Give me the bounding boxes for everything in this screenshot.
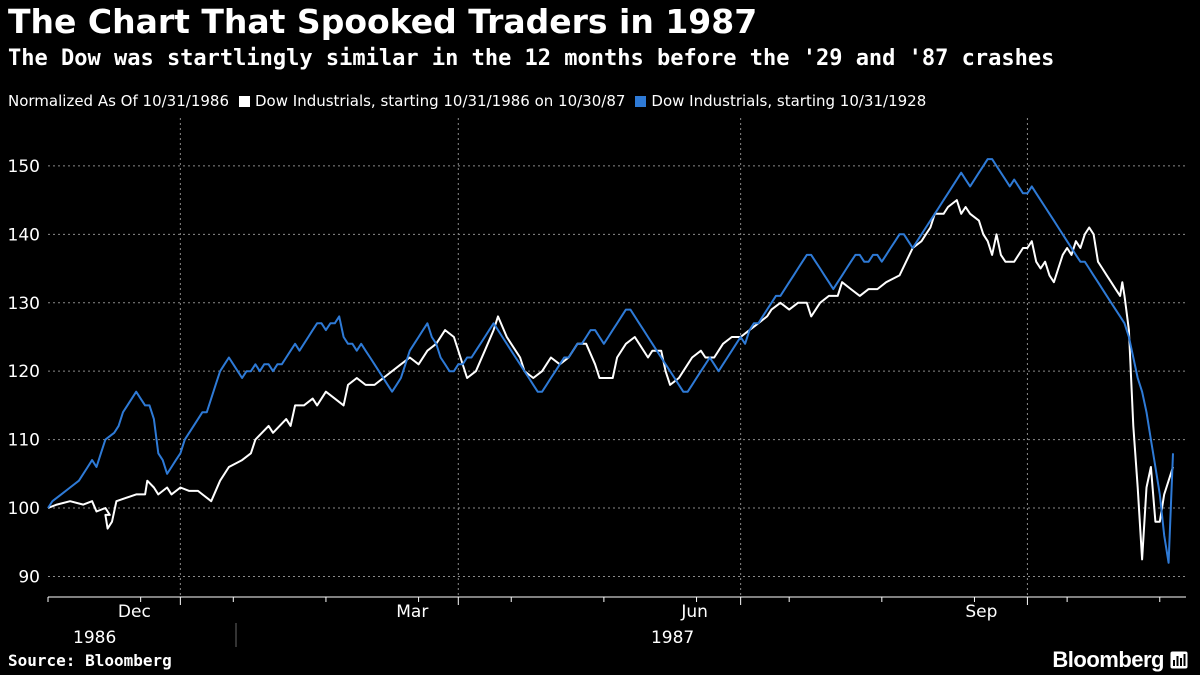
y-tick-label: 90 [18,567,40,587]
axes: 90 100 110 120 130 140 150 Dec Mar Jun Sep 1986 1987 [8,157,1186,648]
legend-note: Normalized As Of 10/31/1986 [8,91,229,111]
y-tick-label: 120 [8,362,40,382]
y-tick-label: 130 [8,294,40,314]
y-tick-label: 150 [8,157,40,177]
year-label: 1986 [73,628,116,648]
legend-swatch-white [239,95,250,107]
source-note: Source: Bloomberg [8,651,172,670]
legend-swatch-blue [635,95,647,107]
legend-item-1928: Dow Industrials, starting 10/31/1928 [635,91,926,111]
series-line-1928 [47,158,1174,564]
chart-title: The Chart That Spooked Traders in 1987 [8,2,758,41]
bloomberg-chart-icon [1170,651,1188,669]
x-tick-label: Mar [396,602,428,622]
legend-item-1987: Dow Industrials, starting 10/31/1986 on … [239,91,625,111]
legend-label-1987: Dow Industrials, starting 10/31/1986 on … [255,92,626,110]
x-tick-label: Dec [118,602,151,622]
series-lines [47,158,1174,564]
brand: Bloomberg [1052,646,1188,674]
x-tick-label: Sep [965,602,997,622]
y-tick-label: 140 [8,225,40,245]
legend-note-text: Normalized As Of 10/31/1986 [8,92,229,110]
brand-logo-text: Bloomberg [1052,647,1164,672]
legend: Normalized As Of 10/31/1986 Dow Industri… [8,91,936,111]
chart-subtitle: The Dow was startlingly similar in the 1… [8,46,1055,71]
y-tick-label: 110 [8,431,40,451]
year-label: 1987 [651,628,694,648]
series-line-1987 [47,199,1174,561]
legend-label-1928: Dow Industrials, starting 10/31/1928 [651,92,927,110]
x-tick-label: Jun [680,602,708,622]
y-tick-label: 100 [8,499,40,519]
